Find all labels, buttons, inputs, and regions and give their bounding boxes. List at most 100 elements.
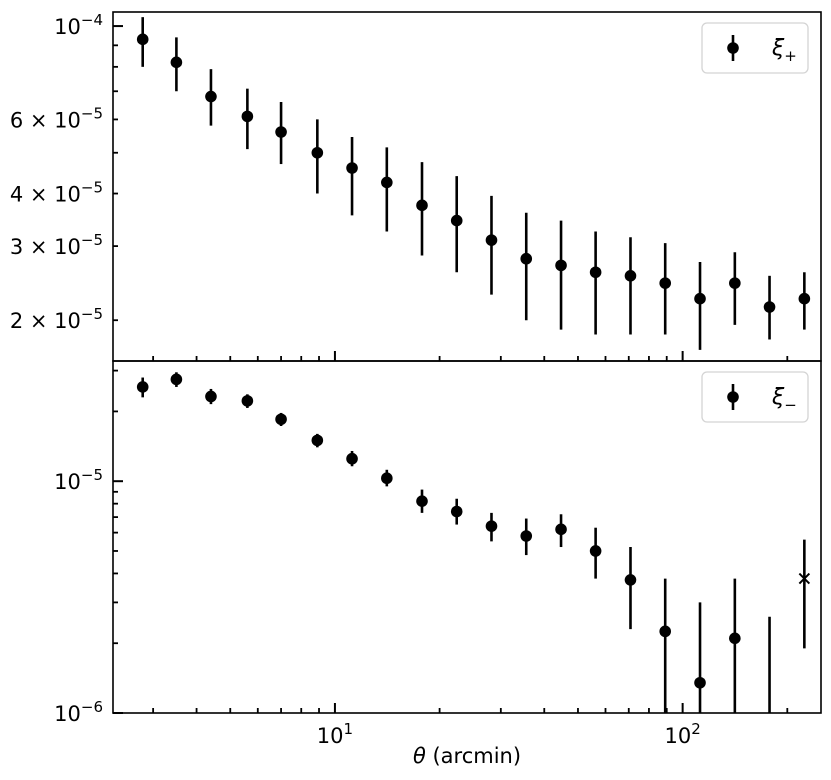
y-ticks: [113, 369, 123, 714]
data-point: [311, 146, 324, 159]
data-point-x: [798, 572, 811, 585]
legend-box: [701, 22, 809, 74]
data-point: [798, 292, 811, 305]
tick-mantissa: 4: [10, 183, 23, 207]
data-point: [275, 413, 287, 426]
tick-base: 10: [54, 702, 81, 726]
x-tick-label: 101: [317, 720, 353, 748]
tick-times: ×: [23, 183, 54, 207]
data-point: [520, 530, 533, 542]
x-axis-unit: (arcmin): [426, 744, 521, 768]
tick-times: ×: [23, 108, 54, 132]
tick-exponent: 2: [691, 720, 701, 738]
y-tick-label: 10−6: [54, 698, 103, 726]
tick-exponent: −5: [81, 231, 103, 249]
legend-label: ξ+: [771, 36, 797, 65]
data-point: [763, 301, 776, 313]
legend: ξ−: [701, 371, 809, 423]
data-point: [729, 632, 741, 645]
tick-base: 10: [54, 108, 81, 132]
data-point: [450, 214, 463, 227]
tick-exponent: −5: [81, 179, 103, 197]
tick-mantissa: 6: [10, 108, 23, 132]
data-point: [311, 434, 324, 447]
data-point: [589, 545, 602, 557]
data-point: [485, 234, 498, 246]
data-point: [136, 33, 149, 46]
tick-exponent: −5: [81, 104, 103, 122]
data-point: [589, 266, 602, 279]
tick-exponent: −4: [81, 11, 103, 29]
plot-frame: [112, 360, 822, 714]
tick-exponent: −6: [81, 698, 103, 716]
data-point: [694, 676, 706, 689]
tick-exponent: 1: [344, 720, 354, 738]
data-point: [520, 252, 533, 265]
tick-base: 10: [54, 183, 81, 207]
data-point: [170, 56, 183, 69]
data-point: [729, 277, 741, 289]
tick-mantissa: 2: [10, 309, 23, 333]
tick-times: ×: [23, 235, 54, 259]
data-point: [416, 495, 428, 507]
data-point: [555, 259, 567, 272]
data-point: [624, 574, 637, 586]
panel-xi-minus: 10−510−6ξ−: [54, 360, 822, 726]
data-point: [694, 292, 706, 305]
tick-base: 10: [54, 470, 81, 494]
tick-times: ×: [23, 309, 54, 333]
y-tick-label: 4 × 10−5: [10, 179, 103, 207]
tick-mantissa: 3: [10, 235, 23, 259]
x-ticks: [152, 703, 789, 713]
x-axis-label: θ (arcmin): [413, 744, 521, 768]
data-point: [346, 162, 358, 174]
data-point: [346, 452, 358, 465]
data-point: [485, 520, 498, 532]
x-axis-symbol: θ: [413, 744, 426, 768]
y-tick-label: 3 × 10−5: [10, 231, 103, 259]
x-ticks: [152, 351, 789, 361]
legend-label: ξ−: [771, 385, 797, 414]
data-point: [450, 505, 463, 518]
y-tick-label: 10−4: [54, 11, 103, 39]
x-tick-label: 102: [664, 720, 700, 748]
data-point: [659, 277, 672, 289]
legend-subscript: −: [784, 396, 797, 414]
y-tick-labels: 10−510−6: [54, 466, 103, 726]
y-tick-labels: 10−46 × 10−54 × 10−53 × 10−52 × 10−5: [10, 11, 103, 333]
data-series: [136, 17, 811, 350]
data-point: [555, 523, 567, 536]
data-point: [205, 390, 217, 403]
y-tick-label: 2 × 10−5: [10, 305, 103, 333]
tick-base: 10: [664, 724, 691, 748]
legend-subscript: +: [784, 47, 797, 65]
data-point: [241, 395, 254, 407]
data-point: [659, 625, 672, 638]
legend-marker: [727, 42, 739, 54]
panel-xi-plus: 10−46 × 10−54 × 10−53 × 10−52 × 10−5ξ+: [10, 11, 822, 362]
tick-exponent: −5: [81, 466, 103, 484]
y-tick-label: 10−5: [54, 466, 103, 494]
data-point: [381, 472, 393, 485]
data-point: [136, 381, 149, 393]
legend-marker: [727, 391, 739, 403]
tick-base: 10: [54, 309, 81, 333]
data-series: [136, 372, 811, 713]
data-point: [416, 199, 428, 212]
data-point: [275, 126, 287, 138]
y-ticks: [113, 25, 123, 322]
tick-base: 10: [54, 235, 81, 259]
tick-exponent: −5: [81, 305, 103, 323]
legend: ξ+: [701, 22, 809, 74]
legend-symbol: ξ: [771, 36, 785, 61]
data-point: [381, 176, 393, 189]
legend-box: [701, 371, 809, 423]
data-point: [241, 110, 254, 123]
y-tick-label: 6 × 10−5: [10, 104, 103, 132]
data-point: [170, 373, 183, 386]
data-point: [624, 270, 637, 282]
legend-symbol: ξ: [771, 385, 785, 410]
tick-base: 10: [54, 15, 81, 39]
